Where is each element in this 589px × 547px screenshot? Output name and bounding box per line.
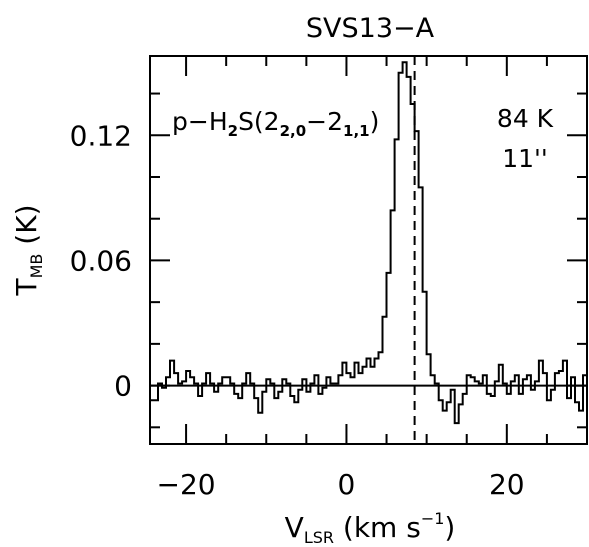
- x-tick-label: 0: [338, 468, 356, 501]
- energy-annotation: 84 K: [497, 104, 554, 133]
- axis-ticks: [150, 56, 587, 444]
- plot-frame: [149, 55, 588, 445]
- series-spectrum-line: [150, 61, 587, 425]
- y-tick-label: 0: [114, 370, 132, 403]
- y-axis-label: TMB (K): [10, 205, 46, 297]
- y-tick-label: 0.12: [70, 119, 132, 152]
- chart-title: SVS13−A: [306, 13, 435, 44]
- x-axis-label: VLSR (km s−1): [285, 509, 456, 547]
- line-name-annotation: p−H2S(22,0−21,1): [172, 107, 379, 140]
- beam-annotation: 11'': [502, 144, 548, 173]
- y-tick-label: 0.06: [70, 244, 132, 277]
- x-tick-label: −20: [157, 468, 216, 501]
- x-tick-label: 20: [489, 468, 525, 501]
